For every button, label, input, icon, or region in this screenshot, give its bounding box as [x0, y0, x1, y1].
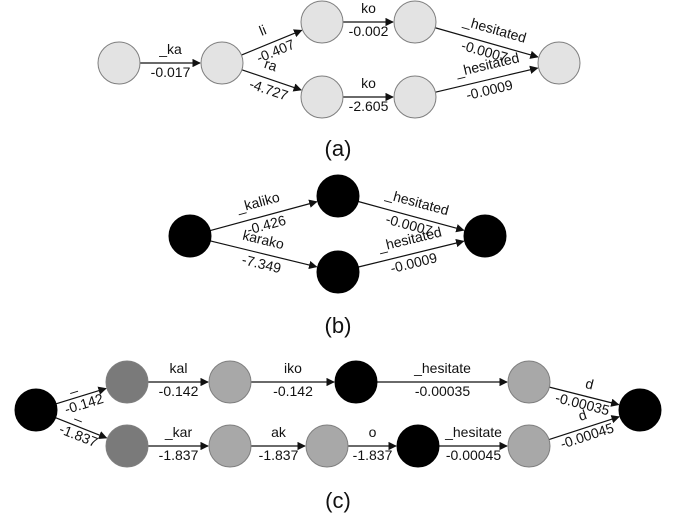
edge-a-2 — [241, 69, 302, 92]
edge-score: -1.837 — [353, 447, 393, 463]
edge-token: karako — [241, 227, 286, 253]
node-a3 — [300, 75, 344, 119]
node-a0 — [97, 41, 141, 85]
edge-token: _ — [65, 376, 78, 394]
caption-a: (a) — [325, 136, 352, 161]
edge-c-0 — [55, 386, 107, 405]
edge-token: _hesitate — [444, 424, 502, 440]
edge-b-0 — [210, 199, 318, 232]
edge-label-c-2: iko -0.142 — [273, 360, 313, 399]
node-a2 — [300, 0, 344, 44]
edge-label-a-3: ko -0.002 — [349, 0, 389, 39]
edge-token: o — [369, 424, 377, 440]
edge-score: -0.0009 — [464, 76, 514, 103]
node-c4 — [507, 360, 551, 404]
edge-score: -0.002 — [349, 23, 389, 39]
edge-a-1 — [241, 29, 303, 56]
node-a1 — [200, 41, 244, 85]
node-c6 — [208, 424, 252, 468]
edge-token: kal — [170, 360, 188, 376]
edge-score: -7.349 — [240, 251, 283, 276]
edge-b-2 — [358, 200, 465, 233]
edge-token: _kar — [164, 424, 193, 440]
edge-score: -0.00045 — [558, 419, 616, 451]
node-c8 — [396, 424, 440, 468]
edge-token: d — [584, 375, 595, 392]
edge-token: iko — [284, 360, 302, 376]
edge-score: -2.605 — [349, 98, 389, 114]
edge-token: li — [257, 22, 269, 39]
edge-token: _kaliko — [234, 189, 281, 216]
edge-b-3 — [358, 238, 465, 268]
edge-token: _ka — [158, 41, 182, 57]
edge-label-b-3: _hesitated-0.0009 — [376, 224, 444, 277]
edge-label-c-6: _kar -1.837 — [159, 424, 199, 463]
edge-label-a-6: _hesitated-0.0009 — [453, 49, 521, 103]
node-c0 — [14, 388, 58, 432]
node-c10 — [618, 388, 662, 432]
edge-token: ra — [262, 55, 279, 74]
edge-label-c-1: kal -0.142 — [159, 360, 199, 399]
edge-score: -0.142 — [273, 383, 313, 399]
node-a4 — [393, 0, 437, 44]
edge-score: -0.00045 — [446, 447, 501, 463]
node-c7 — [305, 424, 349, 468]
edge-score: -0.00035 — [415, 383, 470, 399]
node-b3 — [463, 214, 507, 258]
edge-score: -1.837 — [159, 447, 199, 463]
edge-score: -0.142 — [159, 383, 199, 399]
node-b0 — [168, 214, 212, 258]
edge-label-b-1: karako-7.349 — [240, 227, 286, 277]
node-c1 — [105, 360, 149, 404]
edge-score: -4.727 — [247, 76, 290, 104]
edge-score: -1.837 — [57, 421, 100, 451]
edge-c-10 — [548, 415, 620, 441]
edge-label-c-3: _hesitate -0.00035 — [413, 360, 471, 399]
node-c9 — [507, 424, 551, 468]
edge-a-6 — [435, 65, 539, 93]
node-b1 — [316, 174, 360, 218]
edge-c-5 — [55, 417, 108, 440]
edge-label-a-0: _ka -0.017 — [151, 41, 191, 80]
edge-label-c-9: _hesitate -0.00045 — [444, 424, 502, 463]
edge-label-c-7: ak -1.837 — [259, 424, 299, 463]
edge-score: -0.017 — [151, 64, 191, 80]
edge-score: -1.837 — [259, 447, 299, 463]
edge-b-1 — [210, 240, 318, 270]
edge-token: _hesitate — [413, 360, 471, 376]
edge-c-4 — [549, 386, 620, 407]
edge-label-a-4: ko -2.605 — [349, 75, 389, 114]
node-c2 — [208, 360, 252, 404]
edge-token: ko — [361, 0, 376, 16]
node-c3 — [334, 360, 378, 404]
caption-c: (c) — [325, 488, 351, 513]
edge-token: ak — [271, 424, 287, 440]
node-a6 — [537, 41, 581, 85]
edge-label-c-8: o -1.837 — [353, 424, 393, 463]
edge-token: ko — [361, 75, 376, 91]
node-b2 — [316, 250, 360, 294]
node-c5 — [105, 424, 149, 468]
edge-label-a-2: ra -4.727 — [247, 55, 290, 104]
node-a5 — [393, 75, 437, 119]
edge-a-5 — [435, 27, 539, 59]
caption-b: (b) — [325, 313, 352, 338]
edge-label-c-4: d-0.00035 — [554, 375, 612, 418]
